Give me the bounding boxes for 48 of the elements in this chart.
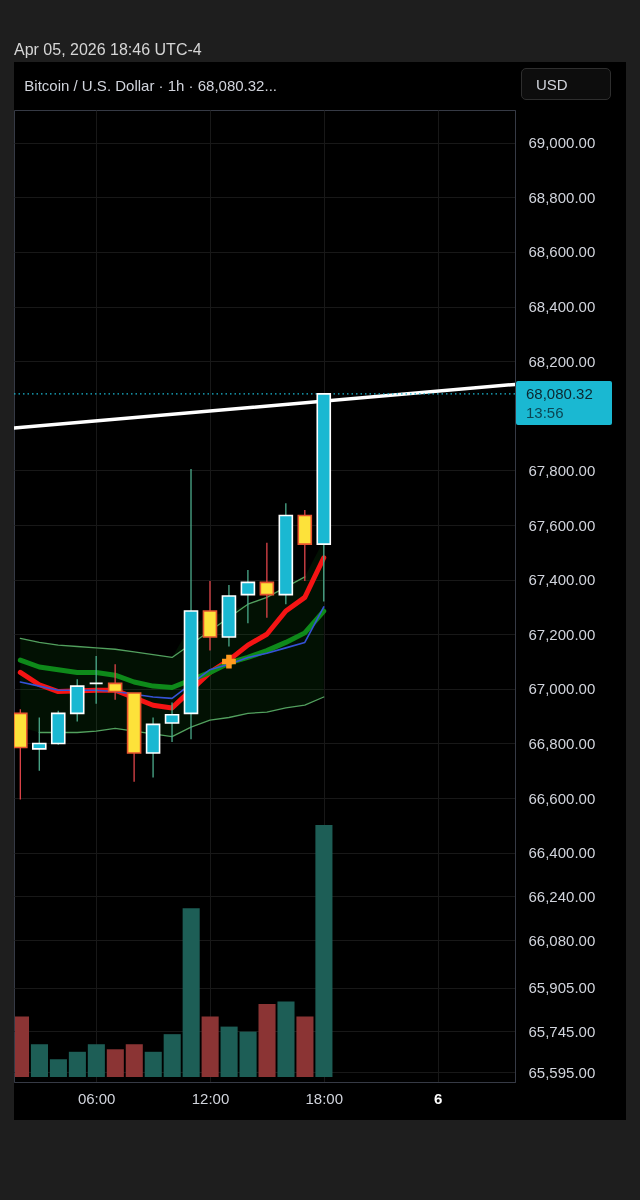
bar [315,825,333,1077]
bar [296,1016,314,1077]
y-tick-label: 66,400.00 [528,844,596,862]
y-tick-label: 66,600.00 [528,789,596,807]
y-tick-label: 65,745.00 [528,1022,596,1040]
candlestick [259,542,275,619]
bar [220,1026,238,1077]
y-tick-label: 67,200.00 [528,625,596,643]
chart-title: Bitcoin / U.S. Dollar · 1h · 68,080.32... [24,77,277,94]
bar [258,1003,276,1077]
x-tick-label: 18:00 [305,1089,344,1107]
candlestick [164,701,180,743]
bar [201,1016,219,1077]
candlestick [88,655,104,705]
bar [125,1044,143,1077]
y-tick-label: 68,200.00 [528,352,596,370]
y-tick-label: 66,240.00 [528,887,596,905]
y-tick-label: 67,000.00 [528,680,596,698]
bar [49,1059,67,1077]
bar [239,1031,257,1077]
x-tick-label: 12:00 [191,1089,230,1107]
bar [68,1051,86,1077]
y-tick-label: 69,000.00 [528,134,596,152]
y-tick-label: 67,600.00 [528,516,596,534]
y-tick-label: 67,400.00 [528,571,596,589]
text: Apr 05, 2026 18:46 UTC-4 [14,40,202,60]
bar [182,908,200,1077]
x-tick-label: 06:00 [77,1089,116,1107]
bar [87,1044,105,1077]
y-tick-label: 68,800.00 [528,188,596,206]
price-tag: 68,080.32 13:56 [516,380,612,425]
bar [144,1051,162,1077]
y-tick-label: 67,800.00 [528,461,596,479]
bar [277,1001,295,1077]
y-tick-label: 65,595.00 [528,1063,596,1081]
y-tick-label: 65,905.00 [528,979,596,997]
bar [163,1034,181,1077]
ref-line-label: 68,080.32 [526,384,593,402]
currency-button: USD [521,68,611,100]
y-tick-label: 68,600.00 [528,243,596,261]
candlestick [240,569,256,624]
x-tick-label: 6 [433,1089,443,1107]
y-tick-label: 66,800.00 [528,734,596,752]
candlestick [107,663,123,701]
candlestick [31,716,47,772]
bar [106,1049,124,1077]
y-tick-label: 66,080.00 [528,931,596,949]
y-tick-label: 68,400.00 [528,298,596,316]
